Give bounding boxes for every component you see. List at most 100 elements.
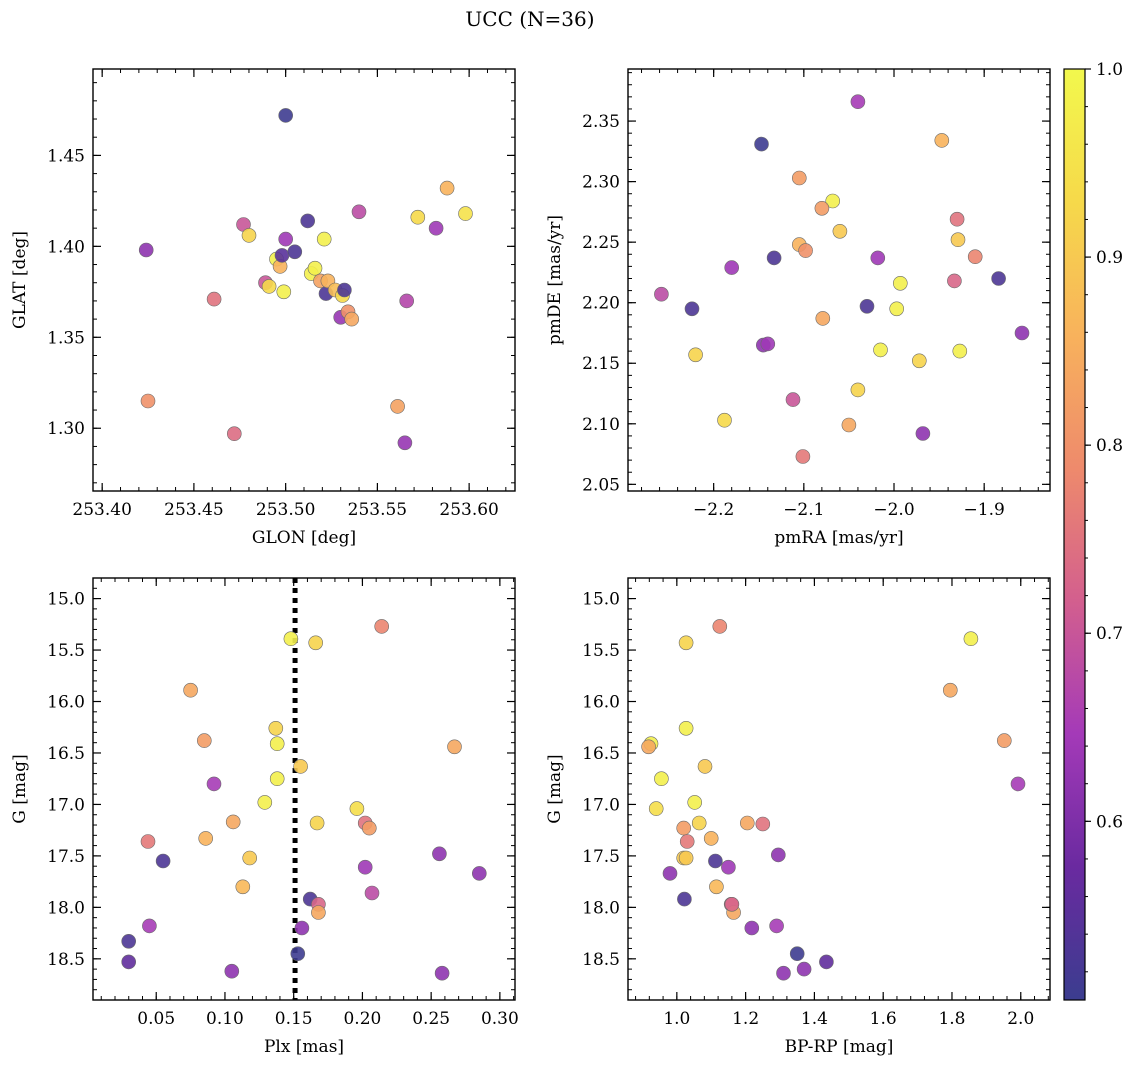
data-point: [648, 801, 664, 816]
y-tick-label: 18.0: [47, 898, 85, 918]
data-point: [950, 232, 966, 247]
x-axis-label: pmRA [mas/yr]: [774, 528, 903, 548]
data-point: [308, 635, 324, 651]
minor-ticks: [628, 69, 1050, 491]
data-point: [717, 412, 732, 428]
data-point: [870, 250, 886, 266]
data-point: [678, 720, 694, 736]
x-tick-label: 253.60: [439, 500, 498, 520]
data-point: [428, 220, 444, 236]
data-points: [654, 94, 1030, 464]
data-point: [261, 279, 277, 294]
data-point: [439, 180, 455, 196]
data-point: [287, 244, 303, 260]
y-tick-label: 15.5: [582, 641, 620, 661]
y-tick-label: 17.0: [582, 795, 620, 815]
data-point: [432, 846, 447, 862]
data-point: [825, 193, 841, 209]
x-tick-label: 253.45: [164, 500, 223, 520]
x-tick-label: 1.4: [801, 1009, 828, 1029]
x-tick-label: −2.2: [693, 500, 734, 520]
data-point: [942, 682, 958, 698]
data-point: [241, 228, 257, 243]
data-point: [949, 211, 965, 227]
data-point: [770, 847, 786, 863]
data-point: [269, 771, 285, 787]
data-point: [183, 682, 198, 698]
data-point: [290, 946, 306, 962]
y-tick-label: 1.30: [47, 419, 85, 439]
data-point: [337, 282, 352, 298]
data-point: [361, 820, 377, 836]
data-point: [374, 619, 390, 634]
data-point: [410, 209, 426, 225]
data-point: [947, 273, 962, 289]
x-tick-label: 0.15: [275, 1009, 313, 1029]
data-point: [687, 795, 703, 810]
x-tick-label: 0.05: [137, 1009, 175, 1029]
data-point: [795, 449, 811, 464]
data-point: [755, 816, 771, 832]
major-ticks: [93, 578, 515, 1000]
data-point: [399, 293, 415, 309]
data-point: [967, 249, 983, 265]
data-point: [274, 248, 290, 263]
y-tick-label: 2.35: [582, 112, 620, 132]
data-point: [225, 814, 241, 830]
data-point: [294, 920, 310, 936]
data-point: [785, 392, 801, 407]
data-point: [688, 347, 703, 363]
data-point: [832, 224, 848, 239]
y-tick-label: 1.45: [47, 146, 85, 166]
data-point: [744, 920, 760, 936]
data-point: [1010, 776, 1026, 792]
x-tick-label: 0.20: [343, 1009, 381, 1029]
data-point: [257, 795, 273, 810]
x-tick-label: 0.25: [412, 1009, 450, 1029]
x-tick-label: 1.8: [938, 1009, 965, 1029]
axes-frame: [92, 68, 516, 492]
data-point: [357, 859, 373, 875]
data-point: [678, 850, 694, 866]
data-point: [739, 815, 755, 831]
data-point: [278, 231, 294, 247]
y-tick-label: 16.0: [582, 693, 620, 713]
x-tick-label: 1.6: [870, 1009, 897, 1029]
y-tick-label: 18.5: [47, 950, 85, 970]
y-tick-label: 16.5: [47, 744, 85, 764]
data-point: [791, 170, 807, 186]
data-point: [206, 291, 222, 307]
data-point: [703, 831, 719, 846]
major-ticks: [628, 69, 1050, 491]
data-point: [814, 201, 830, 216]
y-tick-label: 2.15: [582, 354, 620, 374]
data-point: [911, 353, 927, 369]
major-ticks: [93, 69, 515, 491]
data-point: [397, 435, 413, 451]
y-tick-label: 2.20: [582, 294, 620, 314]
scatter-panel-2: −2.2 −2.1 −2.0 −1.9 2.05 2.10 2.15 2.20 2.25 2.30…: [545, 68, 1051, 548]
data-point: [859, 298, 875, 314]
data-point: [892, 275, 908, 291]
data-point: [677, 891, 692, 907]
colorbar-tick-label: 1.0: [1096, 60, 1123, 80]
data-point: [798, 243, 813, 258]
data-point: [963, 631, 979, 647]
colorbar-tick-label: 0.9: [1096, 248, 1123, 268]
data-point: [268, 720, 284, 736]
x-tick-label: 1.0: [663, 1009, 690, 1029]
data-point: [121, 933, 136, 949]
y-tick-label: 2.05: [582, 475, 620, 495]
x-tick-label: 253.40: [72, 500, 131, 520]
data-point: [991, 271, 1006, 286]
data-point: [349, 801, 365, 816]
data-point: [138, 242, 154, 258]
data-point: [309, 815, 325, 831]
x-tick-label: 0.10: [206, 1009, 244, 1029]
minor-ticks: [93, 577, 515, 1001]
data-point: [458, 206, 473, 221]
x-tick-label: −2.0: [873, 500, 914, 520]
data-point: [198, 831, 213, 846]
data-point: [1014, 325, 1030, 341]
